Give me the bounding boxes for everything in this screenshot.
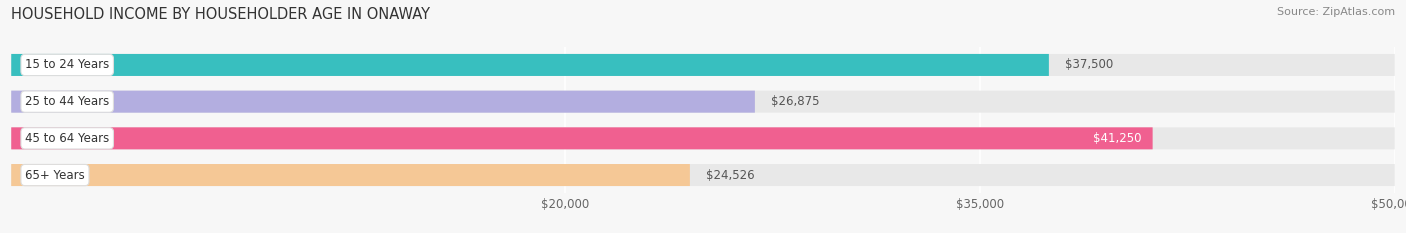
Text: 25 to 44 Years: 25 to 44 Years xyxy=(25,95,110,108)
Text: 45 to 64 Years: 45 to 64 Years xyxy=(25,132,110,145)
FancyBboxPatch shape xyxy=(11,127,1153,149)
FancyBboxPatch shape xyxy=(11,54,1395,76)
Text: 15 to 24 Years: 15 to 24 Years xyxy=(25,58,110,72)
FancyBboxPatch shape xyxy=(11,127,1395,149)
FancyBboxPatch shape xyxy=(11,91,1395,113)
FancyBboxPatch shape xyxy=(11,91,755,113)
Text: $24,526: $24,526 xyxy=(706,168,755,182)
Text: $26,875: $26,875 xyxy=(772,95,820,108)
FancyBboxPatch shape xyxy=(11,54,1049,76)
FancyBboxPatch shape xyxy=(11,164,690,186)
Text: $41,250: $41,250 xyxy=(1092,132,1142,145)
Text: $37,500: $37,500 xyxy=(1066,58,1114,72)
FancyBboxPatch shape xyxy=(11,164,1395,186)
Text: 65+ Years: 65+ Years xyxy=(25,168,84,182)
Text: HOUSEHOLD INCOME BY HOUSEHOLDER AGE IN ONAWAY: HOUSEHOLD INCOME BY HOUSEHOLDER AGE IN O… xyxy=(11,7,430,22)
Text: Source: ZipAtlas.com: Source: ZipAtlas.com xyxy=(1277,7,1395,17)
